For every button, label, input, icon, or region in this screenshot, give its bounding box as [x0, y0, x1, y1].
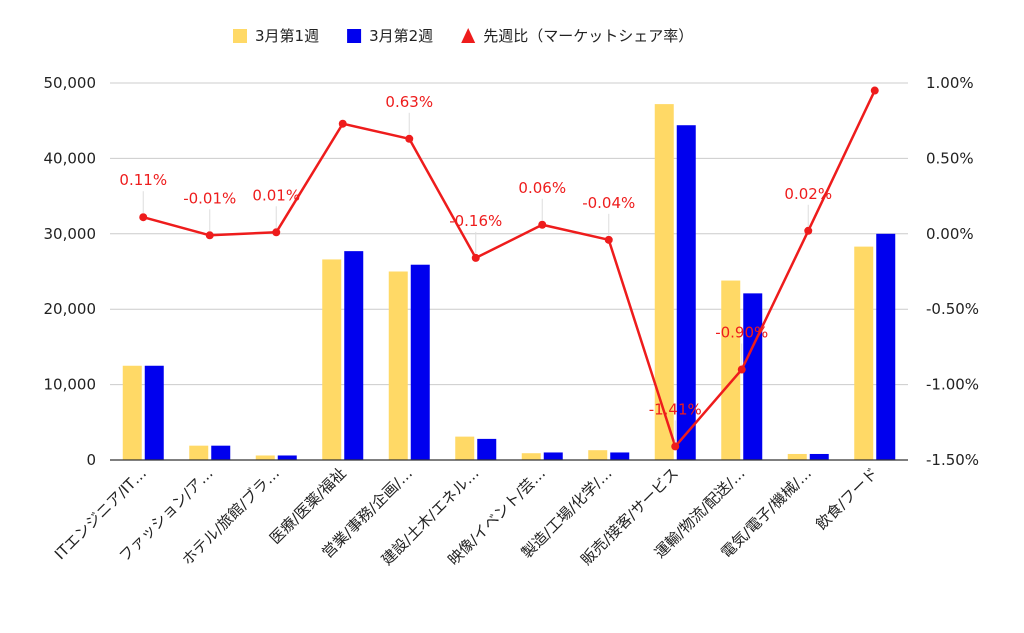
line-point — [804, 226, 813, 235]
bar — [255, 455, 275, 460]
bar — [410, 264, 430, 460]
line-point — [671, 442, 680, 451]
line-point — [405, 134, 414, 143]
legend-label: 3月第2週 — [369, 27, 433, 45]
legend-swatch — [233, 29, 247, 43]
right-tick-label: 0.00% — [926, 225, 974, 243]
line-point — [272, 228, 281, 237]
left-tick-label: 0 — [86, 451, 96, 469]
bar — [455, 436, 475, 460]
line-point — [338, 119, 347, 128]
data-label: 0.01% — [252, 186, 300, 204]
bar — [876, 233, 896, 460]
right-tick-label: -1.50% — [926, 451, 979, 469]
data-label: -1.41% — [649, 400, 702, 418]
bar — [211, 445, 231, 460]
left-tick-label: 20,000 — [44, 300, 97, 318]
bar — [588, 450, 608, 460]
line-point — [538, 220, 547, 229]
bar — [854, 246, 874, 460]
data-label: 0.63% — [385, 93, 433, 111]
legend-label: 先週比（マーケットシェア率） — [483, 27, 693, 45]
right-tick-label: -1.00% — [926, 376, 979, 394]
bar — [277, 455, 297, 460]
share-line: 0.11% -0.01% 0.01% 0.63% -0.16% 0.06% -0.04% -1… — [119, 86, 879, 451]
bar — [189, 445, 209, 460]
bar — [809, 453, 829, 460]
legend: 3月第1週 3月第2週 先週比（マーケットシェア率） — [233, 27, 693, 45]
data-label: -0.90% — [715, 324, 768, 342]
bar — [344, 251, 364, 460]
share-line-path — [142, 90, 876, 448]
data-label: 0.06% — [518, 179, 566, 197]
bar — [122, 365, 142, 460]
data-label: -0.01% — [183, 189, 236, 207]
line-point — [604, 235, 613, 244]
data-label: -0.04% — [582, 194, 635, 212]
bar — [721, 280, 741, 460]
bar — [477, 438, 497, 460]
bar — [610, 452, 630, 460]
line-point — [737, 365, 746, 374]
bar — [144, 365, 164, 460]
line-point — [205, 231, 214, 240]
right-tick-label: 1.00% — [926, 74, 974, 92]
data-label: 0.02% — [784, 185, 832, 203]
right-tick-label: -0.50% — [926, 300, 979, 318]
category-label: 飲食/フード — [812, 464, 881, 533]
right-axis: -1.50% -1.00% -0.50% 0.00% 0.50% 1.00% — [926, 74, 979, 469]
legend-triangle-icon — [461, 28, 476, 43]
line-point — [139, 213, 148, 222]
bar — [787, 453, 807, 460]
right-tick-label: 0.50% — [926, 149, 974, 167]
left-tick-label: 50,000 — [44, 74, 97, 92]
bar — [322, 259, 342, 460]
left-tick-label: 40,000 — [44, 149, 97, 167]
bars — [122, 104, 896, 460]
bar — [676, 125, 696, 460]
legend-swatch — [347, 29, 362, 43]
legend-label: 3月第1週 — [255, 27, 319, 45]
data-label: 0.11% — [119, 171, 167, 189]
bar — [654, 104, 674, 460]
left-axis: 0 10,000 20,000 30,000 40,000 50,000 — [44, 74, 97, 469]
x-axis: ITエンジニア/IT…ファッション/ア…ホテル/旅館/ブラ…医療/医薬/福祉営業… — [51, 459, 908, 569]
data-label: -0.16% — [449, 212, 502, 230]
bar — [521, 453, 541, 460]
left-tick-label: 10,000 — [44, 376, 97, 394]
line-point — [471, 253, 480, 262]
left-tick-label: 30,000 — [44, 225, 97, 243]
bar — [543, 452, 563, 460]
bar — [743, 293, 763, 460]
bar — [388, 271, 408, 460]
line-point — [870, 86, 879, 95]
